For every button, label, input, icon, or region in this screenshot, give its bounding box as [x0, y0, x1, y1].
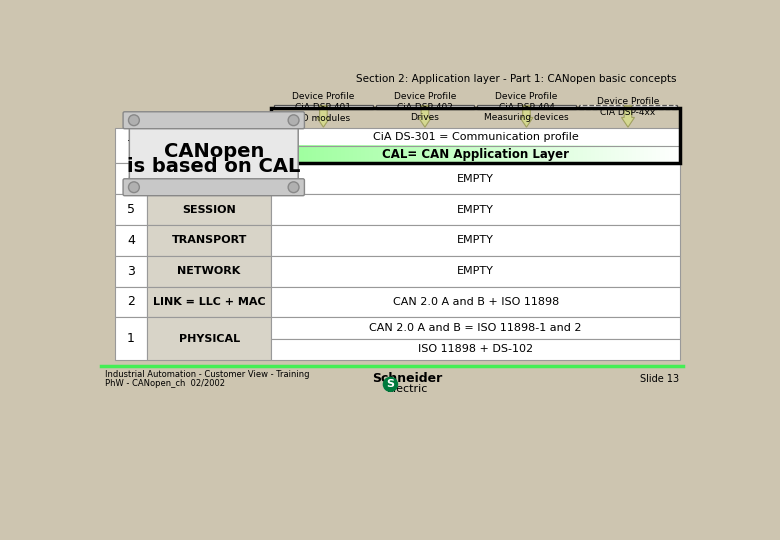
Text: 3: 3 [127, 265, 135, 278]
Text: CAL= CAN Application Layer: CAL= CAN Application Layer [382, 148, 569, 161]
Bar [271, 225, 680, 256]
Bar [271, 108, 680, 164]
Circle shape [288, 182, 299, 193]
Text: Section 2: Application layer - Part 1: CANopen basic concepts: Section 2: Application layer - Part 1: C… [356, 74, 676, 84]
Polygon shape [317, 106, 330, 127]
Text: Schneider: Schneider [372, 373, 442, 386]
Text: 6: 6 [127, 172, 135, 185]
Bar [115, 318, 147, 360]
FancyBboxPatch shape [129, 118, 298, 190]
Bar [147, 256, 271, 287]
Text: EMPTY: EMPTY [457, 174, 495, 184]
Text: 7: 7 [127, 139, 135, 152]
Bar [579, 105, 677, 110]
Bar [271, 287, 680, 318]
Bar [115, 194, 147, 225]
Bar [115, 287, 147, 318]
Text: PRESENTATION: PRESENTATION [162, 174, 256, 184]
Text: EMPTY: EMPTY [457, 266, 495, 276]
Text: 5: 5 [127, 203, 135, 216]
Bar [271, 256, 680, 287]
Text: 1: 1 [127, 332, 135, 345]
Text: 4: 4 [127, 234, 135, 247]
Polygon shape [520, 106, 533, 127]
Text: EMPTY: EMPTY [457, 205, 495, 214]
Bar [131, 119, 296, 188]
Bar [115, 256, 147, 287]
Text: PHYSICAL: PHYSICAL [179, 334, 239, 343]
Bar [147, 128, 271, 164]
Text: Device Profile
CiA DSP-402
Drives: Device Profile CiA DSP-402 Drives [394, 92, 456, 122]
Text: LINK = LLC + MAC: LINK = LLC + MAC [153, 297, 265, 307]
Text: Device Profile
CiA DSP-404
Measuring devices: Device Profile CiA DSP-404 Measuring dev… [484, 92, 569, 122]
Bar [271, 128, 680, 146]
Text: CAN 2.0 A and B + ISO 11898: CAN 2.0 A and B + ISO 11898 [392, 297, 558, 307]
Text: NETWORK: NETWORK [178, 266, 241, 276]
FancyBboxPatch shape [123, 112, 304, 129]
Text: PhW - CANopen_ch  02/2002: PhW - CANopen_ch 02/2002 [105, 379, 225, 388]
Bar [376, 105, 474, 110]
Circle shape [129, 115, 140, 126]
Bar [271, 146, 680, 164]
Text: Slide 13: Slide 13 [640, 374, 679, 384]
Bar [147, 164, 271, 194]
Text: ISO 11898 + DS-102: ISO 11898 + DS-102 [418, 344, 534, 354]
Circle shape [383, 377, 399, 392]
Bar [271, 194, 680, 225]
Bar [147, 194, 271, 225]
Bar [147, 318, 271, 360]
Bar [477, 105, 576, 110]
Polygon shape [418, 106, 431, 127]
Text: is based on CAL: is based on CAL [127, 157, 300, 177]
Bar [271, 339, 680, 360]
FancyBboxPatch shape [123, 179, 304, 195]
Bar [147, 225, 271, 256]
Polygon shape [622, 106, 634, 127]
Bar [147, 287, 271, 318]
Text: Electric: Electric [387, 384, 428, 394]
Circle shape [288, 115, 299, 126]
Text: EMPTY: EMPTY [457, 235, 495, 245]
Bar [115, 225, 147, 256]
Text: APPLICATION: APPLICATION [168, 140, 250, 151]
Text: TRANSPORT: TRANSPORT [172, 235, 246, 245]
Text: SESSION: SESSION [183, 205, 236, 214]
Text: CANopen: CANopen [164, 142, 264, 161]
Bar [271, 318, 680, 339]
Text: Device Profile
CiA DSP-4xx: Device Profile CiA DSP-4xx [597, 97, 659, 117]
Text: Device Profile
CiA DSP-401
I/O modules: Device Profile CiA DSP-401 I/O modules [292, 92, 355, 122]
Text: CiA DS-301 = Communication profile: CiA DS-301 = Communication profile [373, 132, 579, 142]
Text: Industrial Automation - Customer View - Training: Industrial Automation - Customer View - … [105, 370, 310, 379]
Text: S: S [386, 379, 395, 389]
Circle shape [129, 182, 140, 193]
Bar [115, 164, 147, 194]
Text: CAN 2.0 A and B = ISO 11898-1 and 2: CAN 2.0 A and B = ISO 11898-1 and 2 [370, 323, 582, 333]
Bar [115, 128, 147, 164]
Text: 2: 2 [127, 295, 135, 308]
Bar [271, 164, 680, 194]
Bar [275, 105, 373, 110]
